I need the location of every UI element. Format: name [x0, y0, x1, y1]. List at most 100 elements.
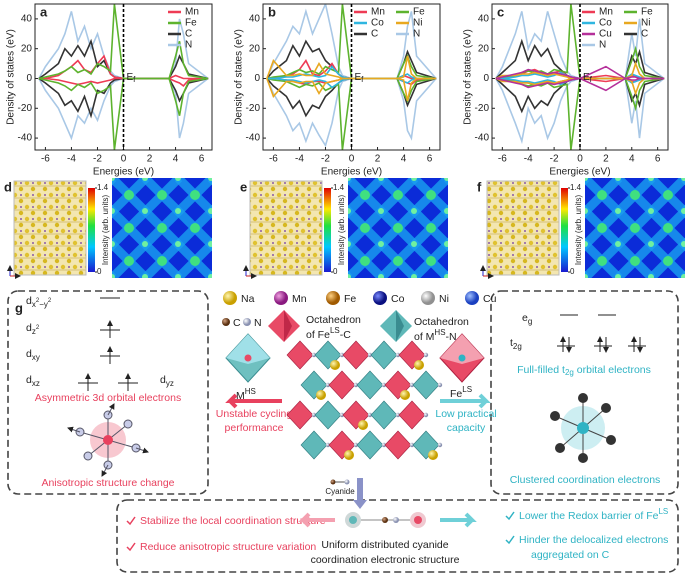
panel-letter: a: [40, 4, 48, 19]
caption: Full-filled t2g orbital electrons: [517, 364, 651, 377]
legend-label: Co: [371, 18, 384, 29]
orbital-label: dxz: [26, 374, 40, 388]
x-axis-label: Energies (eV): [93, 167, 154, 178]
density-spot: [393, 223, 403, 233]
orbital-label: dyz: [160, 374, 174, 388]
caption: Anisotropic structure change: [41, 477, 174, 489]
density-spot: [411, 274, 417, 278]
density-spot: [585, 178, 588, 181]
colorbar-label: Intensity (arb. units): [574, 195, 583, 266]
x-tick-label: 2: [375, 154, 381, 165]
density-spot: [190, 190, 200, 200]
density-spot: [378, 178, 384, 181]
atom: [330, 360, 340, 370]
x-tick-label: 0: [577, 154, 583, 165]
density-spot: [112, 178, 115, 181]
y-tick-label: -40: [18, 133, 33, 144]
octahedron: [356, 370, 384, 400]
density-spot: [208, 274, 212, 278]
y-tick-label: -20: [18, 103, 33, 114]
density-spot: [124, 256, 134, 266]
y-tick-label: -40: [475, 133, 490, 144]
x-tick-label: 4: [173, 154, 179, 165]
density-spot: [459, 256, 469, 266]
panel-letter: f: [477, 179, 482, 194]
crystal-image: [13, 180, 87, 276]
atom: [395, 352, 401, 358]
colorbar: [324, 188, 331, 272]
density-spot: [444, 274, 448, 278]
cyanide-icon: [330, 479, 336, 485]
x-tick-label: 2: [147, 154, 153, 165]
density-spot: [597, 256, 607, 266]
density-spot: [426, 223, 436, 233]
colorbar-tick-label: 1.4: [570, 183, 582, 192]
x-tick-label: 6: [427, 154, 433, 165]
benefit-text: Lower the Redox barrier of FeLS: [519, 507, 668, 522]
density-spot: [630, 190, 640, 200]
atom: [311, 352, 317, 358]
x-tick-label: -6: [41, 154, 50, 165]
y-tick-label: -20: [246, 103, 261, 114]
atom: [395, 412, 401, 418]
effect-text: capacity: [447, 422, 486, 434]
density-spot: [411, 241, 417, 247]
atom: [339, 412, 345, 418]
density-spot: [223, 223, 233, 233]
colorbar: [561, 188, 568, 272]
dos-line: [38, 4, 209, 80]
density-spot: [444, 241, 448, 247]
dos-line: [38, 77, 209, 87]
octahedron: [342, 340, 370, 370]
atom: [381, 442, 387, 448]
atom-label: Cu: [483, 293, 497, 305]
density-spot: [175, 208, 181, 214]
density-spot: [223, 256, 233, 266]
atom-label: N: [254, 317, 262, 329]
bottom-box: [116, 499, 679, 573]
fermi-label: Ef: [127, 72, 137, 84]
atom: [428, 450, 438, 460]
density-spot: [112, 274, 115, 278]
octahedron-label: of FeLS-C: [306, 326, 351, 341]
density-spot: [175, 178, 181, 181]
x-tick-label: 0: [121, 154, 127, 165]
dos-line: [266, 77, 437, 148]
octahedron: [286, 340, 314, 370]
fermi-label: Ef: [355, 72, 365, 84]
density-spot: [648, 178, 654, 181]
octahedron: [384, 430, 412, 460]
legend-label: C: [641, 29, 648, 40]
atom: [400, 390, 410, 400]
center-icon: [298, 512, 477, 528]
density-spot: [393, 256, 403, 266]
density-spot: [142, 208, 148, 214]
right-box: [490, 290, 679, 495]
orbital-level: [100, 320, 120, 338]
y-tick-label: 20: [21, 43, 33, 54]
density-spot: [681, 274, 685, 278]
y-axis-label: Density of states (eV): [6, 29, 17, 125]
atom: [311, 412, 317, 418]
heatmap: [348, 178, 469, 278]
density-spot: [585, 241, 588, 247]
fermi-main: E: [583, 72, 590, 83]
colorbar: [88, 188, 95, 272]
octahedron: [356, 430, 384, 460]
benefit-text: aggregated on C: [531, 549, 610, 561]
density-spot: [459, 190, 469, 200]
panel-letter: g: [15, 300, 23, 315]
crystal-image: [486, 180, 560, 276]
caption: Asymmetric 3d orbital electrons: [35, 392, 181, 404]
orbital-label: dx2−y2: [26, 295, 52, 309]
y-tick-label: 40: [21, 14, 33, 25]
density-spot: [681, 241, 685, 247]
legend-label: Cu: [599, 29, 612, 40]
density-spot: [348, 208, 351, 214]
atom: [423, 412, 429, 418]
orbital-level: [100, 346, 120, 364]
orbital-level: [78, 373, 138, 391]
crystal-image: [249, 180, 323, 276]
atom: [325, 382, 331, 388]
panel-letter: b: [268, 4, 276, 19]
